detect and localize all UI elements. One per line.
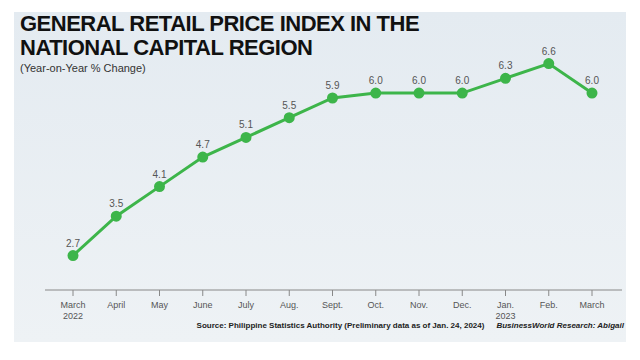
svg-text:July: July (238, 300, 255, 310)
svg-text:3.5: 3.5 (109, 198, 123, 209)
svg-text:April: April (107, 300, 125, 310)
svg-text:2.7: 2.7 (66, 238, 80, 249)
svg-text:March: March (579, 300, 604, 310)
svg-text:Sept.: Sept. (322, 300, 343, 310)
svg-text:Dec.: Dec. (453, 300, 472, 310)
svg-text:Feb.: Feb. (540, 300, 558, 310)
svg-text:5.9: 5.9 (326, 80, 340, 91)
html-text:BusinessWorld Research: Abigai: BusinessWorld Research: Abigail (496, 321, 624, 330)
svg-text:6.0: 6.0 (585, 75, 599, 86)
svg-text:5.1: 5.1 (239, 119, 253, 130)
svg-text:Nov.: Nov. (410, 300, 428, 310)
svg-text:2023: 2023 (495, 311, 515, 321)
svg-text:6.3: 6.3 (499, 60, 513, 71)
svg-text:Aug.: Aug. (280, 300, 299, 310)
svg-text:6.0: 6.0 (455, 75, 469, 86)
html-text:(Year-on-Year % Change): (Year-on-Year % Change) (20, 62, 146, 74)
html-text:GENERAL RETAIL PRICE INDEX IN: GENERAL RETAIL PRICE INDEX IN THE NATION… (20, 11, 420, 60)
svg-text:Oct.: Oct. (367, 300, 384, 310)
svg-text:2022: 2022 (63, 311, 83, 321)
svg-text:6.6: 6.6 (542, 46, 556, 57)
html-text:Source: Philippine Statistics: Source: Philippine Statistics Authority … (196, 321, 485, 330)
svg-text:June: June (193, 300, 213, 310)
svg-text:4.1: 4.1 (153, 169, 167, 180)
svg-text:6.0: 6.0 (369, 75, 383, 86)
svg-text:6.0: 6.0 (412, 75, 426, 86)
svg-text:5.5: 5.5 (282, 100, 296, 111)
svg-text:March: March (60, 300, 85, 310)
svg-text:Jan.: Jan. (497, 300, 514, 310)
svg-text:May: May (151, 300, 169, 310)
svg-text:4.7: 4.7 (196, 139, 210, 150)
